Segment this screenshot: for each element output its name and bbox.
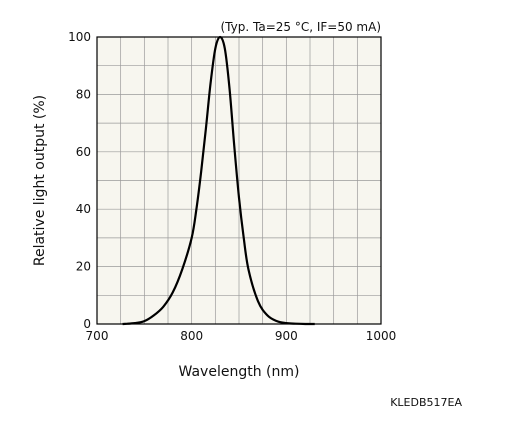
- x-axis-label: Wavelength (nm): [179, 364, 300, 380]
- y-tick-label: 80: [76, 87, 91, 101]
- x-tick-label: 900: [275, 329, 298, 343]
- tick-labels: 700 800 900 1000 0 20 40 60 80 100: [68, 30, 396, 343]
- y-tick-label: 0: [83, 317, 91, 331]
- y-axis-label: Relative light output (%): [32, 95, 48, 266]
- y-tick-label: 100: [68, 30, 91, 44]
- x-tick-label: 700: [86, 329, 109, 343]
- x-tick-label: 1000: [366, 329, 397, 343]
- condition-note: (Typ. Ta=25 °C, IF=50 mA): [221, 20, 382, 34]
- y-tick-label: 60: [76, 145, 91, 159]
- document-code: KLEDB517EA: [390, 396, 462, 409]
- y-tick-label: 40: [76, 202, 91, 216]
- y-tick-label: 20: [76, 260, 91, 274]
- x-tick-label: 800: [180, 329, 203, 343]
- plot-border: [96, 36, 382, 325]
- grid: [97, 37, 381, 324]
